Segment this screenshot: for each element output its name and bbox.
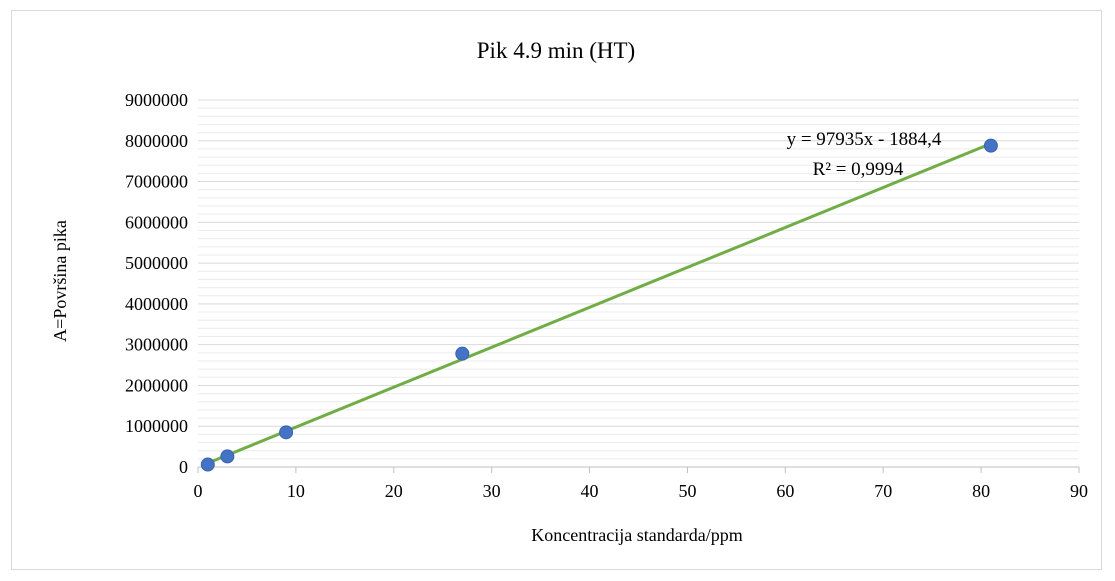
y-tick-label: 7000000: [125, 172, 188, 192]
x-tick-label: 70: [874, 481, 892, 501]
x-axis-title: Koncentracija standarda/ppm: [531, 525, 742, 545]
x-tick-label: 90: [1070, 481, 1088, 501]
x-tick-label: 40: [581, 481, 599, 501]
trendline-layer: [207, 142, 992, 465]
y-tick-label: 0: [179, 457, 188, 477]
y-tick-label: 5000000: [125, 253, 188, 273]
x-tick-label: 30: [483, 481, 501, 501]
y-tick-label: 2000000: [125, 375, 188, 395]
x-tick-label: 10: [287, 481, 305, 501]
data-points: [200, 138, 998, 472]
scatter-chart: 0 10 20 30 40 50 60 70 80 90 0 1000000 2000000 300000…: [50, 38, 1088, 545]
tick-labels: 0 10 20 30 40 50 60 70 80 90 0 1000000 2000000 300000…: [125, 90, 1088, 501]
data-point: [220, 449, 235, 464]
y-axis-title: A=Površina pika: [50, 220, 70, 342]
y-tick-label: 4000000: [125, 294, 188, 314]
x-tick-label: 80: [972, 481, 990, 501]
chart-title: Pik 4.9 min (HT): [477, 38, 635, 63]
x-tick-label: 50: [678, 481, 696, 501]
linear-trendline: [207, 142, 992, 465]
y-tick-label: 1000000: [125, 416, 188, 436]
y-tick-label: 9000000: [125, 90, 188, 110]
axes: [197, 466, 1080, 473]
y-tick-label: 6000000: [125, 212, 188, 232]
data-point: [200, 457, 215, 472]
y-tick-label: 3000000: [125, 335, 188, 355]
data-point: [983, 138, 998, 153]
trendline-r-squared: R² = 0,9994: [813, 159, 904, 180]
trendline-equation: y = 97935x - 1884,4: [787, 129, 942, 150]
data-point: [455, 346, 470, 361]
x-tick-label: 60: [776, 481, 794, 501]
x-tick-label: 20: [385, 481, 403, 501]
grid-lines: [198, 99, 1079, 460]
data-point: [279, 425, 294, 440]
x-tick-label: 0: [194, 481, 203, 501]
chart-frame: 0 10 20 30 40 50 60 70 80 90 0 1000000 2000000 300000…: [11, 10, 1102, 570]
y-tick-label: 8000000: [125, 131, 188, 151]
